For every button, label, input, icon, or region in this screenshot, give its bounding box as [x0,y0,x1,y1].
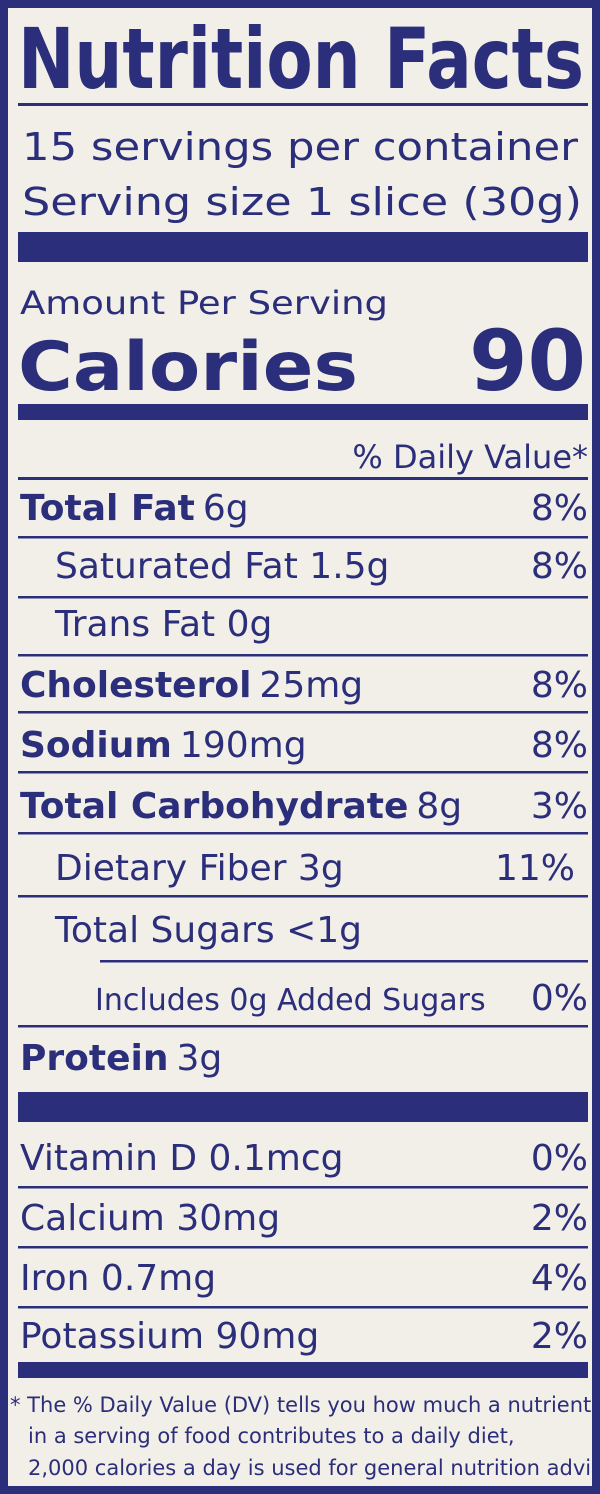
rule [18,477,588,480]
rule [18,596,588,599]
nutrient-row: Cholesterol 25mg [20,665,363,706]
rule [18,654,588,657]
nutrient-label: Total Sugars <1g [54,910,362,951]
rule [18,895,588,898]
nutrient-row: Saturated Fat 1.5g [55,546,389,587]
daily-value: 8% [531,546,588,587]
daily-value: 0% [531,1138,588,1179]
vitamin-label: Iron 0.7mg [20,1258,216,1299]
rule [18,536,588,539]
title: Nutrition Facts [18,10,584,108]
vitamin-label: Vitamin D 0.1mcg [20,1138,343,1179]
rule [18,103,588,106]
rule [18,1025,588,1028]
nutrient-name: Total Fat [20,488,195,529]
daily-value: 8% [531,488,588,529]
nutrient-row: Sodium 190mg [20,725,307,766]
nutrient-amount: 3g [176,1038,222,1079]
daily-value: 8% [531,725,588,766]
rule [18,832,588,835]
daily-value: 11% [495,848,575,889]
rule [18,1186,588,1189]
footnote-line: in a serving of food contributes to a da… [28,1424,515,1448]
nutrient-label: Dietary Fiber 3g [55,848,344,889]
thick-bar [18,232,588,262]
daily-value: 2% [531,1198,588,1239]
nutrient-amount: 190mg [180,725,307,766]
nutrient-amount: 8g [416,786,462,827]
daily-value: 4% [531,1258,588,1299]
nutrient-name: Protein [20,1038,168,1079]
nutrient-name: Cholesterol [20,665,251,706]
medium-bar [18,404,588,420]
nutrient-label: Trans Fat 0g [54,604,272,645]
nutrient-row: Total Carbohydrate 8g [20,786,462,827]
rule [18,1246,588,1249]
nutrient-amount: 25mg [259,665,363,706]
rule [100,960,588,963]
nutrient-row: Total Sugars <1g [54,910,362,951]
thick-bar [18,1092,588,1122]
rule [18,1306,588,1309]
nutrient-row: Dietary Fiber 3g [55,848,344,889]
vitamin-label: Potassium 90mg [20,1316,319,1357]
daily-value: 2% [531,1316,588,1357]
nutrient-row: Protein 3g [20,1038,222,1079]
calories-value: 90 [469,312,586,410]
serving-size: Serving size 1 slice (30g) [22,180,582,224]
amount-per-serving: Amount Per Serving [20,284,388,322]
daily-value: 8% [531,665,588,706]
medium-bar [18,1362,588,1378]
nutrient-label: Saturated Fat 1.5g [55,546,389,587]
rule [18,711,588,714]
vitamin-label: Calcium 30mg [20,1198,280,1239]
footnote-line: 2,000 calories a day is used for general… [28,1456,600,1480]
nutrient-label: Includes 0g Added Sugars [95,983,486,1018]
daily-value: 0% [531,978,588,1019]
daily-value-header: % Daily Value* [352,438,588,476]
nutrient-row: Total Fat 6g [20,488,249,529]
nutrient-name: Sodium [20,725,172,766]
nutrient-row: Includes 0g Added Sugars [95,983,486,1018]
footnote-line: * The % Daily Value (DV) tells you how m… [10,1393,591,1417]
daily-value: 3% [531,786,588,827]
nutrient-amount: 6g [203,488,249,529]
nutrient-row: Trans Fat 0g [54,604,272,645]
rule [18,771,588,774]
nutrient-name: Total Carbohydrate [20,786,408,827]
servings: 15 servings per container [22,125,578,169]
calories-label: Calories [18,328,358,407]
